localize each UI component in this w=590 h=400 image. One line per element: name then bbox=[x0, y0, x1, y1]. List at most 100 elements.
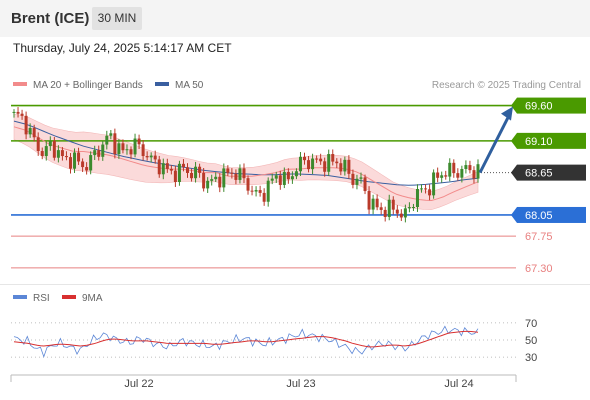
candle-bearish bbox=[383, 209, 387, 218]
price-tag-pointer bbox=[511, 132, 517, 149]
bollinger-band-area bbox=[13, 113, 479, 210]
candle-bearish bbox=[153, 155, 157, 160]
candle-bearish bbox=[395, 209, 399, 214]
candle-bearish bbox=[145, 156, 149, 158]
legend-9ma: 9MA bbox=[62, 293, 103, 304]
price-tag-bg bbox=[517, 97, 586, 114]
candle-bullish bbox=[371, 198, 375, 210]
candle-bullish bbox=[282, 171, 286, 185]
candle-bearish bbox=[335, 161, 339, 164]
legend-ma50-label: MA 50 bbox=[175, 80, 204, 91]
candle-bullish bbox=[89, 155, 93, 171]
candle-bullish bbox=[403, 208, 407, 218]
candle-bearish bbox=[32, 128, 36, 138]
candle-bullish bbox=[105, 135, 109, 145]
candle-bullish bbox=[359, 177, 363, 179]
candle-bearish bbox=[242, 168, 246, 179]
candle-bullish bbox=[476, 164, 480, 179]
candle-bullish bbox=[448, 162, 452, 177]
panel-separator bbox=[0, 284, 590, 285]
candle-bullish bbox=[266, 180, 270, 202]
candle-bearish bbox=[286, 171, 290, 180]
candle-bearish bbox=[198, 166, 202, 173]
candle-bearish bbox=[391, 199, 395, 210]
candle-bullish bbox=[206, 180, 210, 189]
candle-bullish bbox=[343, 159, 347, 172]
candle-bearish bbox=[157, 159, 161, 175]
candle-bearish bbox=[226, 168, 230, 173]
candle-bearish bbox=[452, 162, 456, 174]
candle-bullish bbox=[327, 154, 331, 172]
projection-arrow-shaft bbox=[478, 114, 511, 174]
candle-bullish bbox=[93, 150, 97, 156]
candle-bearish bbox=[185, 167, 189, 173]
price-tag-pointer bbox=[511, 97, 517, 114]
rsi-series-line-9ma bbox=[13, 330, 479, 348]
candle-bearish bbox=[85, 167, 89, 171]
price-tag-pointer bbox=[511, 164, 517, 181]
candle-bullish bbox=[415, 188, 419, 207]
ma50-line bbox=[13, 120, 479, 186]
header-bar: Brent (ICE) 30 MIN bbox=[0, 0, 590, 37]
candle-bullish bbox=[117, 143, 121, 155]
instrument-title: Brent (ICE) bbox=[11, 10, 90, 27]
candle-bearish bbox=[399, 213, 403, 218]
x-tick-label-jul-23: Jul 23 bbox=[286, 378, 315, 390]
price-level-label-67-30: 67.30 bbox=[525, 263, 553, 275]
rsi-tick-label-30: 30 bbox=[525, 352, 537, 364]
candle-bullish bbox=[44, 146, 48, 157]
rsi-tick-label-50: 50 bbox=[525, 335, 537, 347]
candle-bearish bbox=[36, 137, 40, 152]
x-tick-label-jul-22: Jul 22 bbox=[124, 378, 153, 390]
candle-bearish bbox=[60, 150, 64, 157]
candle-bullish bbox=[222, 168, 226, 188]
candle-bearish bbox=[40, 151, 44, 157]
candle-bullish bbox=[274, 175, 278, 179]
candle-bearish bbox=[262, 192, 266, 202]
candle-bearish bbox=[129, 149, 133, 155]
candle-bearish bbox=[456, 173, 460, 178]
candle-bearish bbox=[64, 156, 68, 158]
candle-bearish bbox=[218, 176, 222, 188]
price-tag-text: 68.65 bbox=[525, 168, 553, 180]
legend-ma20-bb: MA 20 + Bollinger Bands bbox=[13, 80, 143, 91]
candle-bullish bbox=[432, 172, 436, 196]
candle-bullish bbox=[73, 152, 77, 169]
price-level-tag-69-10: 69.10 bbox=[511, 132, 586, 149]
candle-bearish bbox=[339, 163, 343, 172]
timeframe-badge[interactable]: 30 MIN bbox=[92, 7, 142, 30]
candle-bearish bbox=[137, 138, 141, 145]
candle-bullish bbox=[294, 171, 298, 177]
candle-bullish bbox=[411, 206, 415, 208]
candle-bearish bbox=[472, 170, 476, 179]
price-tag-bg bbox=[517, 206, 586, 223]
candle-bearish bbox=[436, 172, 440, 178]
ma20-line bbox=[13, 126, 479, 202]
legend-rsi-swatch bbox=[13, 295, 27, 300]
candle-bullish bbox=[254, 190, 258, 192]
candle-bullish bbox=[460, 168, 464, 178]
price-tag-text: 69.10 bbox=[525, 136, 553, 148]
price-tag-text: 69.60 bbox=[525, 101, 553, 113]
candle-bearish bbox=[428, 189, 432, 196]
rsi-tick-label-70: 70 bbox=[525, 318, 537, 330]
candle-bearish bbox=[81, 161, 85, 168]
candle-bearish bbox=[367, 191, 371, 210]
candle-bearish bbox=[68, 157, 72, 169]
legend-rsi: RSI bbox=[13, 293, 50, 304]
candle-bearish bbox=[121, 143, 125, 151]
candle-bullish bbox=[464, 165, 468, 169]
candle-bearish bbox=[375, 198, 379, 208]
price-level-tag-68-05: 68.05 bbox=[511, 206, 586, 223]
price-level-tag-68-65: 68.65 bbox=[511, 164, 586, 181]
candle-bearish bbox=[20, 113, 24, 116]
candle-bearish bbox=[379, 207, 383, 210]
price-level-tag-69-60: 69.60 bbox=[511, 97, 586, 114]
legend-9ma-label: 9MA bbox=[82, 293, 103, 304]
price-tag-text: 68.05 bbox=[525, 210, 553, 222]
candle-bullish bbox=[177, 163, 181, 183]
candle-bearish bbox=[97, 150, 101, 157]
candle-bullish bbox=[298, 156, 302, 172]
candle-bearish bbox=[230, 172, 234, 174]
